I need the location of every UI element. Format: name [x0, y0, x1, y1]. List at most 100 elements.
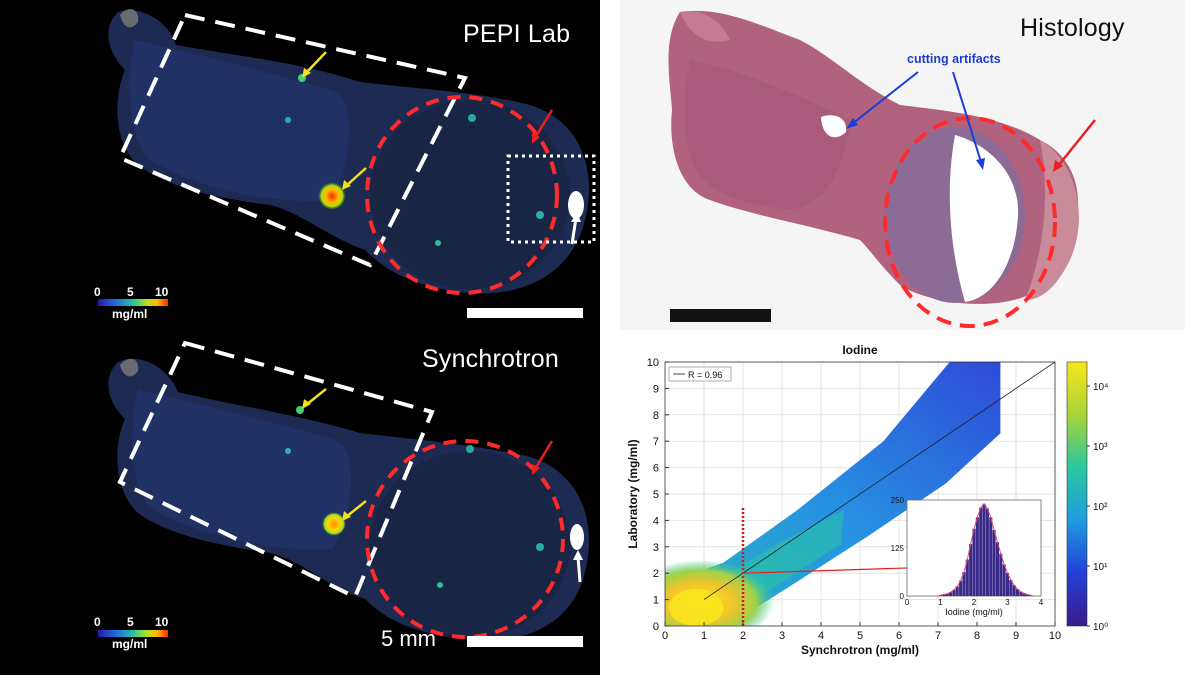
histogram-bar [992, 529, 996, 596]
x-tick-label: 9 [1013, 630, 1019, 642]
red-arrow [533, 109, 554, 139]
x-tick-label: 5 [857, 630, 863, 642]
pepi-colorbar [98, 299, 168, 306]
pepi-colorbar-unit: mg/ml [112, 307, 148, 321]
y-tick-label: 8 [653, 410, 659, 422]
histogram-bar [989, 517, 993, 596]
inset-x-axis-label: Iodine (mg/ml) [945, 607, 1003, 617]
inset-y-tick-label: 0 [900, 592, 905, 601]
histogram-bar [972, 528, 976, 596]
inset-y-tick-label: 250 [891, 496, 905, 505]
histogram-bar [949, 592, 953, 596]
blue-arrow-left [851, 71, 919, 125]
red-arrow [533, 440, 554, 470]
histogram-bar [1026, 594, 1030, 596]
histogram-bar [969, 544, 973, 596]
histogram-bar [1016, 589, 1020, 596]
x-tick-label: 6 [896, 630, 902, 642]
inset-y-tick-label: 125 [891, 544, 905, 553]
yellow-arrow [345, 500, 367, 518]
x-tick-label: 0 [662, 630, 668, 642]
synchrotron-colorbar-unit: mg/ml [112, 637, 148, 651]
inset-x-tick-label: 3 [1005, 598, 1010, 607]
x-axis-label: Synchrotron (mg/ml) [801, 643, 919, 657]
x-tick-label: 7 [935, 630, 941, 642]
histogram-bar [1009, 579, 1013, 596]
density-peak [668, 589, 724, 626]
histology-panel: Histology cutting artifacts [600, 0, 1200, 337]
histogram-bar [959, 580, 963, 596]
histogram-bar [1022, 593, 1026, 596]
pepi-colorbar-tick-10: 10 [155, 285, 169, 299]
colorbar-tick-label: 10² [1093, 502, 1108, 513]
histogram-bar [1012, 585, 1016, 596]
y-tick-label: 6 [653, 463, 659, 475]
y-tick-label: 3 [653, 542, 659, 554]
histogram-bar [1002, 564, 1006, 596]
legend-label: R = 0.96 [688, 370, 722, 380]
y-tick-label: 4 [653, 515, 659, 527]
histogram-bar [962, 572, 966, 596]
histology-scalebar [670, 309, 771, 322]
histogram-bar [945, 593, 949, 596]
inset-x-tick-label: 4 [1039, 598, 1044, 607]
histogram-bar [942, 594, 946, 596]
histogram-bar [952, 589, 956, 596]
histogram-bar [1019, 591, 1023, 596]
inset-x-tick-label: 0 [905, 598, 910, 607]
synchrotron-colorbar-tick-0: 0 [94, 615, 101, 629]
fit-line [703, 362, 1055, 600]
x-tick-label: 10 [1049, 630, 1061, 642]
inset-x-tick-label: 1 [938, 598, 943, 607]
scalebar-label: 5 mm [381, 626, 436, 651]
pepi-lab-panel: PEPI Lab 0 5 10 mg/ml [0, 0, 600, 337]
histogram-bar [995, 542, 999, 596]
synchrotron-tissue-image [98, 340, 590, 641]
x-tick-label: 4 [818, 630, 824, 642]
synchrotron-title: Synchrotron [422, 345, 559, 373]
red-arrow [1057, 119, 1096, 167]
inset-x-tick-label: 2 [972, 598, 977, 607]
histogram-bar [975, 517, 979, 596]
cutting-artifacts-label: cutting artifacts [907, 52, 1001, 66]
x-tick-label: 1 [701, 630, 707, 642]
synchrotron-scalebar [467, 636, 583, 647]
x-tick-label: 8 [974, 630, 980, 642]
y-tick-label: 0 [653, 621, 659, 633]
histology-image [620, 0, 1185, 330]
pepi-scalebar [467, 308, 583, 318]
colorbar-tick-label: 10³ [1093, 442, 1108, 453]
iodine-chart-panel: 0 1 2 3 4 5 6 7 8 9 10 0 1 2 3 4 5 6 7 8 9 10 Iodine Synchrotro… [600, 337, 1200, 675]
y-tick-label: 7 [653, 436, 659, 448]
histogram-bar [955, 586, 959, 596]
yellow-arrow [345, 167, 367, 187]
y-tick-label: 10 [647, 357, 659, 369]
density-colorbar [1066, 361, 1088, 627]
y-tick-label: 5 [653, 489, 659, 501]
white-arrow [576, 556, 582, 583]
histogram-bar [1005, 572, 1010, 596]
colorbar-tick-label: 10⁴ [1093, 382, 1108, 393]
synchrotron-panel: Synchrotron 0 5 10 mg/ml 5 mm [0, 337, 600, 675]
y-axis-label: Laboratory (mg/ml) [626, 439, 640, 548]
yellow-arrow [305, 388, 327, 406]
histogram-bar [979, 507, 983, 596]
histogram-outline [940, 503, 1032, 596]
legend-box [668, 366, 732, 382]
pepi-title: PEPI Lab [463, 20, 571, 48]
density-band [665, 362, 1001, 626]
y-tick-label: 1 [653, 595, 659, 607]
x-tick-label: 3 [779, 630, 785, 642]
pepi-colorbar-tick-0: 0 [94, 285, 101, 299]
x-tick-label: 2 [740, 630, 746, 642]
histogram-bar [999, 553, 1003, 596]
y-tick-label: 2 [653, 568, 659, 580]
histogram-bar [965, 559, 969, 596]
pepi-colorbar-tick-5: 5 [127, 285, 134, 299]
synchrotron-colorbar [98, 630, 168, 637]
histology-title: Histology [1020, 14, 1125, 42]
colorbar-tick-label: 10¹ [1093, 562, 1108, 573]
white-arrow [570, 217, 578, 245]
colorbar-tick-label: 10⁰ [1093, 622, 1108, 633]
synchrotron-colorbar-tick-10: 10 [155, 615, 169, 629]
